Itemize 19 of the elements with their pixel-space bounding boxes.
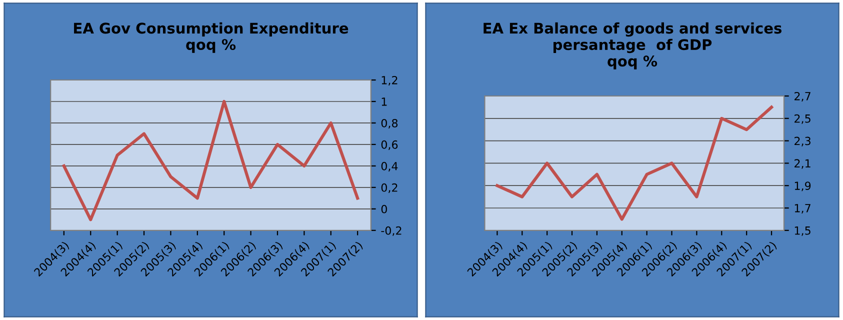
y-tick-label: 0 [381,204,387,214]
chart-title: EA Ex Balance of goods and services persantage of GDP qoq % [484,22,782,70]
chart-title: EA Gov Consumption Expenditure qoq % [74,22,348,53]
y-tick-label: 2,7 [794,92,810,102]
y-tick-label: 2,1 [794,159,810,169]
y-tick-label: 2,3 [794,136,810,146]
y-tick-label: 0,6 [381,140,398,150]
y-tick-label: 1,9 [794,182,811,192]
line-series [496,106,774,221]
line-series [62,100,360,222]
y-tick-label: 1 [382,98,387,106]
y-tick-label: 1,2 [382,76,398,86]
y-tick-label: 2,5 [794,114,810,124]
y-tick-label: 0,2 [381,183,398,193]
y-tick-label: 1,7 [794,204,810,214]
y-tick-label: 1,5 [794,226,810,236]
y-tick-label: 0,8 [381,118,398,128]
y-tick-label: 0,4 [381,162,398,172]
y-tick-label: -0,2 [381,226,402,236]
